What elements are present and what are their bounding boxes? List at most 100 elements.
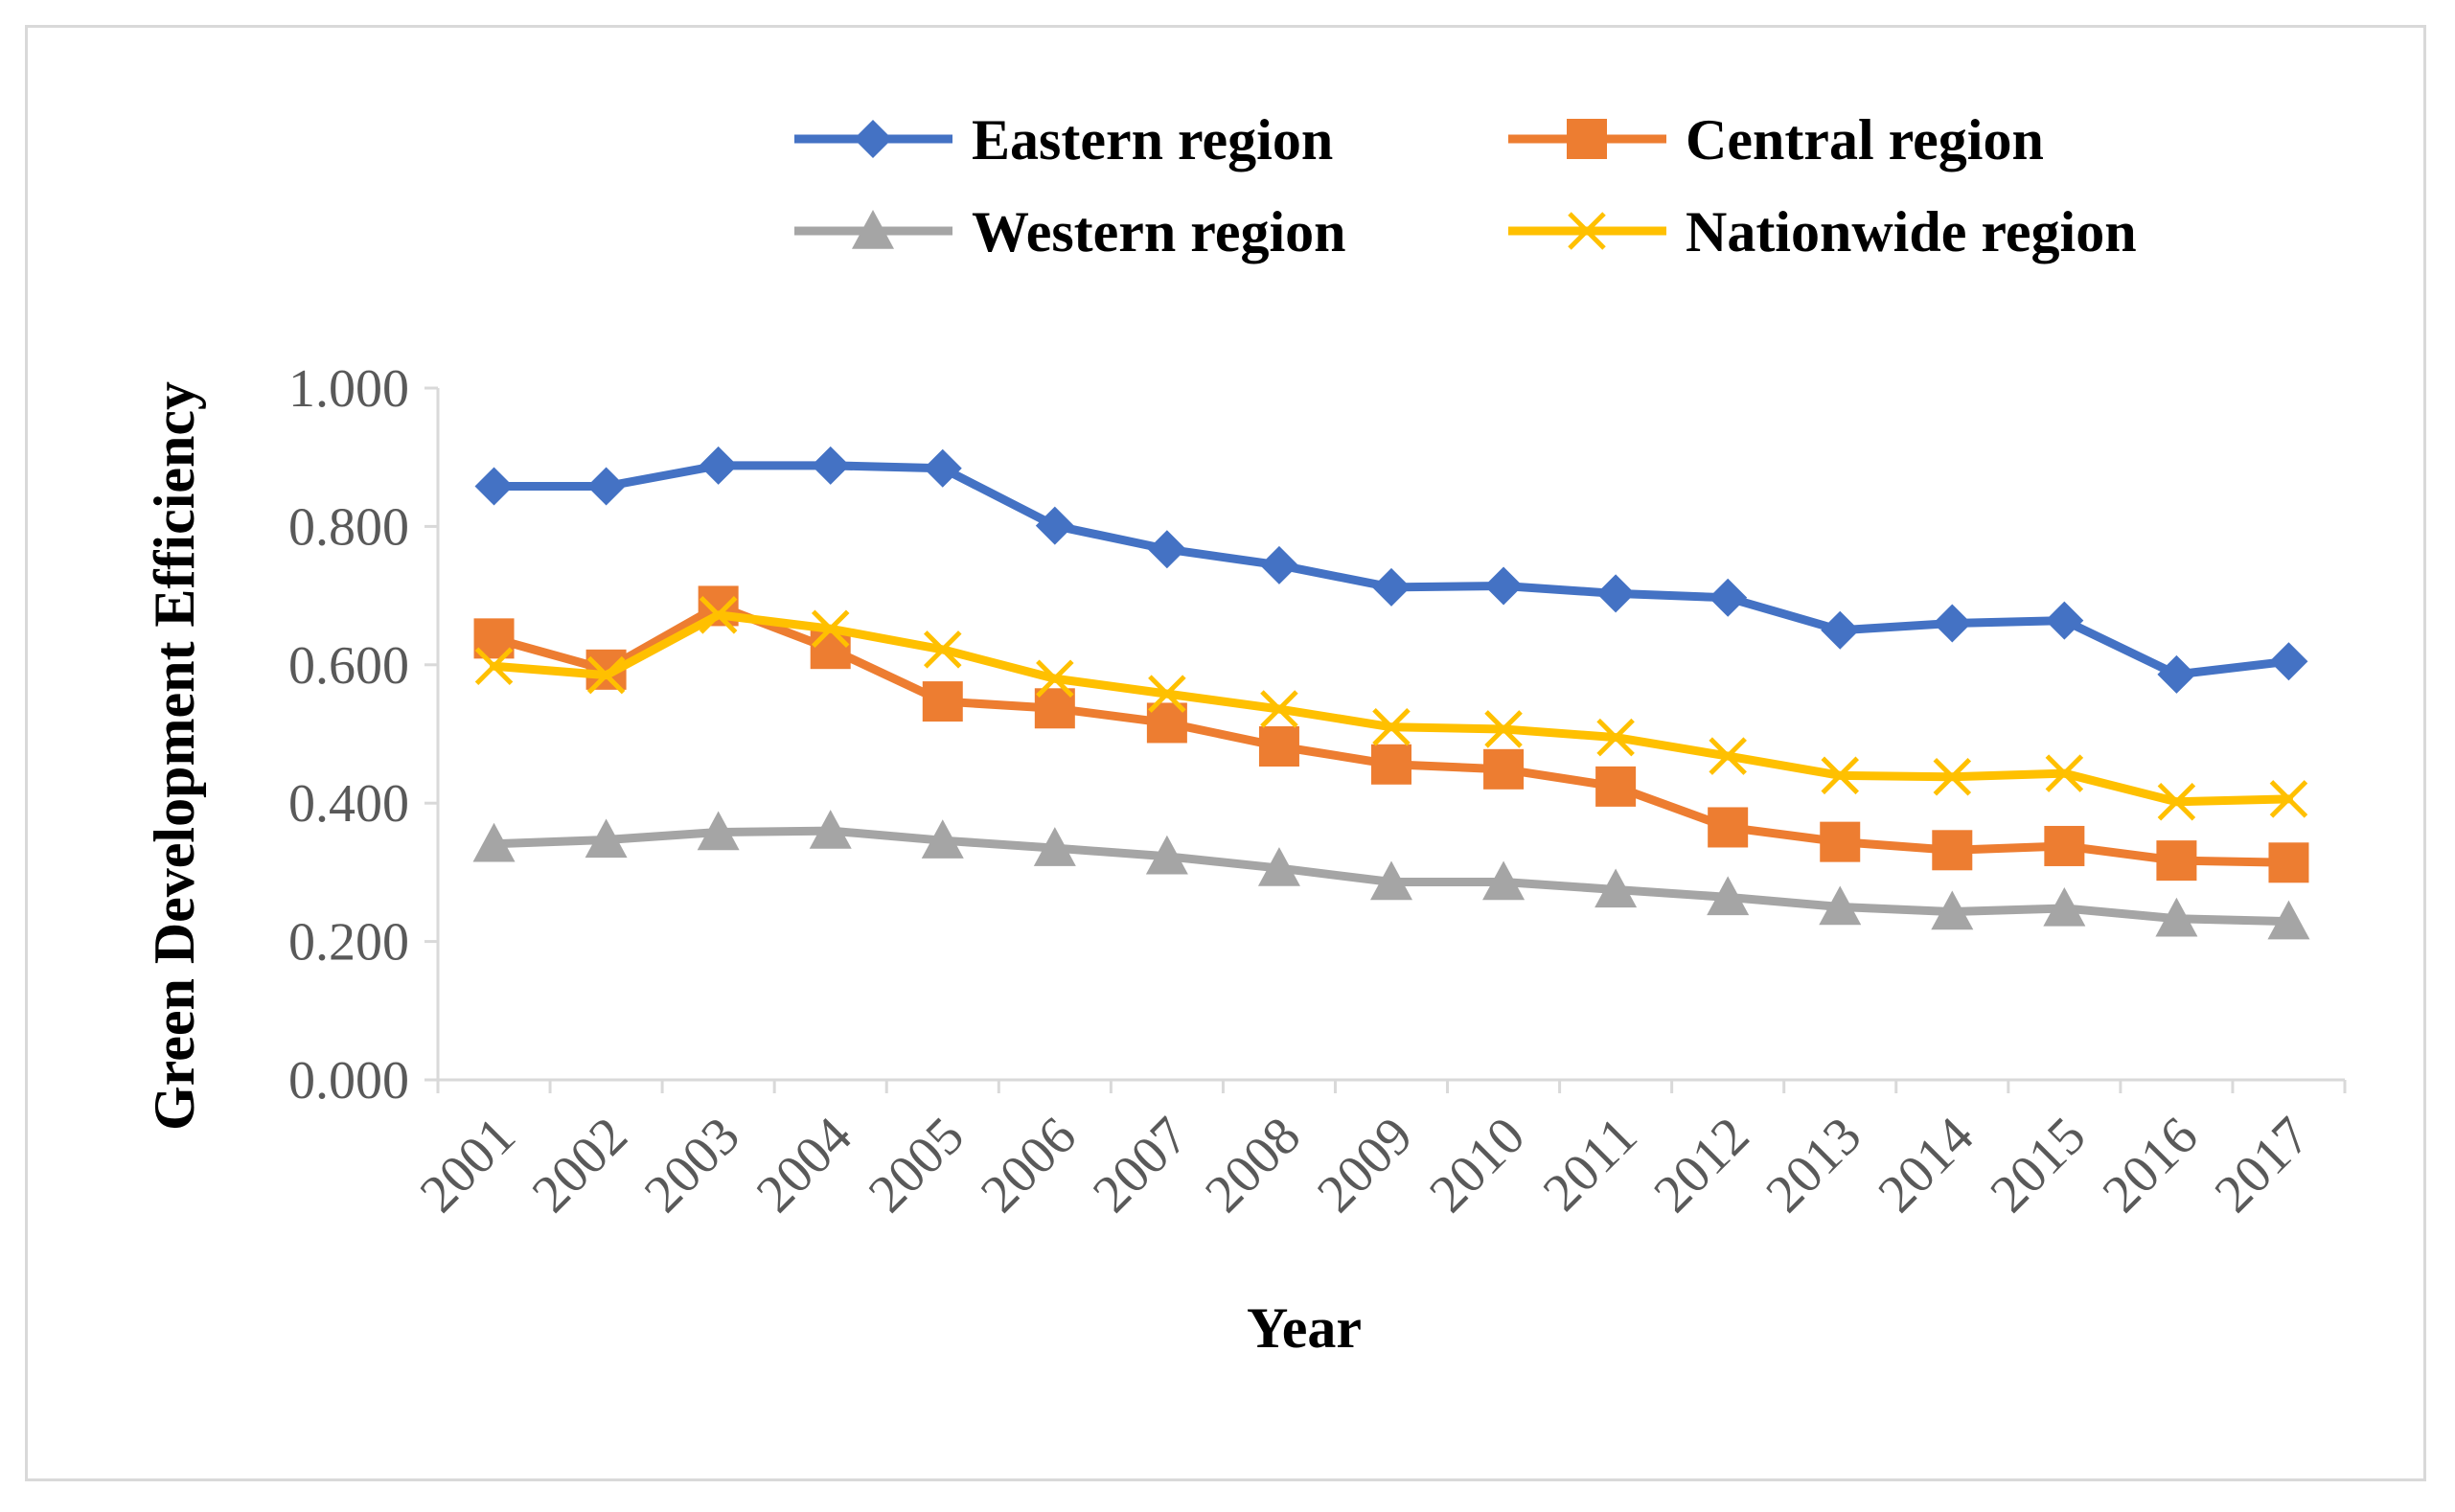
data-point-central-region — [1932, 830, 1973, 871]
data-point-western-region — [809, 810, 852, 849]
data-point-nationwide-region — [1260, 690, 1298, 728]
legend-label: Nationwide region — [1686, 200, 2137, 263]
y-tick-label: 0.800 — [288, 497, 409, 557]
series-layer — [472, 446, 2310, 940]
legend-marker — [1567, 119, 1607, 159]
data-point-central-region — [922, 681, 963, 722]
data-point-nationwide-region — [2157, 782, 2196, 821]
legend-marker — [1568, 212, 1606, 250]
data-point-eastern-region — [1147, 530, 1186, 569]
data-point-western-region — [2267, 900, 2310, 940]
data-point-nationwide-region — [474, 647, 514, 686]
data-point-western-region — [585, 818, 628, 859]
data-point-eastern-region — [1484, 566, 1524, 606]
data-point-central-region — [1258, 725, 1299, 767]
x-tick-label: 2012 — [1642, 1106, 1760, 1224]
data-point-western-region — [1145, 835, 1188, 875]
x-tick-label: 2013 — [1755, 1106, 1872, 1224]
y-axis-title: Green Development Efficiency — [143, 381, 206, 1131]
data-point-western-region — [1819, 885, 1862, 926]
data-point-central-region — [2268, 842, 2309, 883]
x-tick-label: 2004 — [746, 1106, 863, 1224]
y-tick-label: 0.200 — [288, 913, 409, 973]
data-point-nationwide-region — [811, 609, 850, 649]
y-tick-label: 0.600 — [288, 636, 409, 696]
data-point-western-region — [921, 819, 964, 859]
data-point-eastern-region — [586, 467, 626, 506]
legend-label: Central region — [1686, 108, 2044, 172]
x-tick-label: 2009 — [1306, 1106, 1424, 1224]
x-tick-label: 2014 — [1867, 1106, 1985, 1224]
chart-frame: Eastern region Central region Western regi… — [25, 25, 2426, 1481]
y-tick-label: 0.400 — [288, 774, 409, 834]
data-point-eastern-region — [1709, 578, 1748, 617]
data-point-eastern-region — [1372, 567, 1411, 607]
data-point-eastern-region — [811, 446, 850, 485]
line-chart: Eastern region Central region Western regi… — [143, 108, 2347, 1360]
data-point-nationwide-region — [1596, 718, 1635, 757]
x-tick-label: 2008 — [1194, 1106, 1312, 1224]
data-point-nationwide-region — [1372, 708, 1411, 746]
x-tick-label: 2011 — [1532, 1106, 1649, 1223]
data-point-western-region — [472, 822, 516, 862]
x-tick-label: 2010 — [1418, 1106, 1536, 1224]
data-point-western-region — [1931, 890, 1974, 930]
series-western-region — [472, 810, 2310, 940]
data-point-western-region — [2043, 886, 2086, 927]
legend: Eastern region Central region Western regi… — [794, 108, 2137, 263]
data-point-western-region — [1370, 860, 1412, 901]
data-point-western-region — [2155, 897, 2198, 937]
legend-item-nationwide-region: Nationwide region — [1508, 200, 2137, 263]
data-point-central-region — [2044, 825, 2085, 866]
data-point-western-region — [697, 811, 740, 851]
legend-label: Western region — [972, 200, 1346, 263]
data-point-western-region — [1595, 868, 1638, 908]
series-eastern-region — [474, 446, 2308, 694]
data-point-nationwide-region — [1933, 757, 1972, 796]
data-point-nationwide-region — [1821, 756, 1860, 795]
data-point-eastern-region — [1596, 574, 1636, 613]
x-tick-label: 2005 — [858, 1106, 975, 1224]
x-tick-label: 2007 — [1082, 1106, 1200, 1224]
data-point-nationwide-region — [699, 596, 738, 634]
data-point-central-region — [2156, 840, 2197, 882]
data-point-central-region — [1483, 748, 1525, 790]
data-point-nationwide-region — [586, 655, 626, 695]
data-point-eastern-region — [474, 467, 514, 506]
data-point-nationwide-region — [1148, 675, 1186, 713]
data-point-nationwide-region — [1036, 659, 1074, 699]
data-point-eastern-region — [2269, 642, 2308, 681]
legend-label: Eastern region — [972, 108, 1333, 172]
data-point-central-region — [1595, 766, 1637, 807]
data-point-nationwide-region — [1484, 710, 1523, 748]
data-point-eastern-region — [1035, 506, 1074, 545]
data-point-central-region — [1820, 821, 1861, 862]
x-tick-label: 2003 — [633, 1106, 751, 1224]
x-tick-label: 2002 — [521, 1106, 639, 1224]
data-point-western-region — [1482, 860, 1526, 901]
x-tick-label: 2016 — [2092, 1106, 2210, 1224]
x-axis-title: Year — [1247, 1296, 1362, 1360]
y-axis-ticks: 0.000 0.200 0.400 0.600 0.800 1.000 — [288, 359, 438, 1111]
data-point-western-region — [1707, 876, 1750, 916]
x-axis-ticks: 2001200220032004200520062007200820092010… — [409, 1080, 2347, 1224]
data-point-central-region — [1371, 744, 1411, 785]
data-point-nationwide-region — [2045, 754, 2084, 792]
y-tick-label: 0.000 — [288, 1051, 409, 1111]
data-point-nationwide-region — [923, 630, 962, 669]
data-point-eastern-region — [1259, 545, 1298, 584]
data-point-western-region — [1033, 827, 1076, 866]
legend-marker — [854, 120, 892, 158]
legend-item-central-region: Central region — [1508, 108, 2044, 172]
data-point-eastern-region — [2045, 601, 2084, 640]
data-point-western-region — [1257, 847, 1300, 886]
data-point-eastern-region — [2157, 654, 2196, 694]
series-line-central-region — [490, 601, 2293, 867]
data-point-eastern-region — [1933, 604, 1972, 643]
legend-item-western-region: Western region — [794, 200, 1346, 263]
series-central-region — [473, 585, 2309, 883]
data-point-eastern-region — [699, 446, 738, 485]
y-tick-label: 1.000 — [288, 359, 409, 419]
data-point-nationwide-region — [2269, 780, 2308, 818]
x-tick-label: 2017 — [2204, 1106, 2322, 1224]
